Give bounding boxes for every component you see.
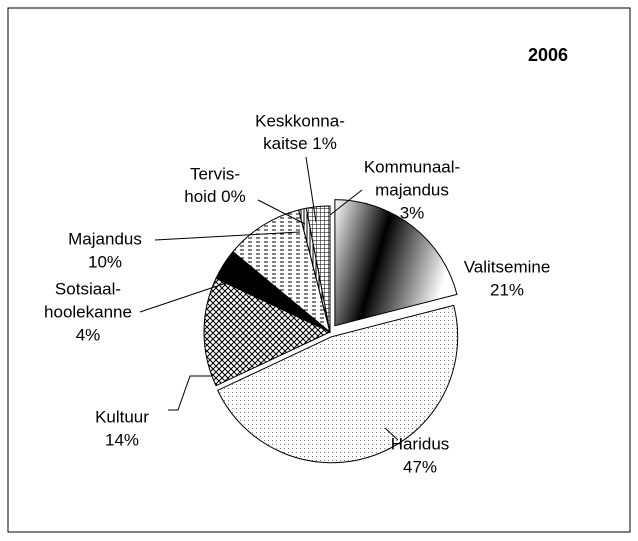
category-label: hoolekanne bbox=[44, 302, 132, 321]
category-label: Haridus bbox=[391, 434, 450, 453]
leader-line bbox=[305, 156, 317, 223]
category-label: majandus bbox=[375, 180, 449, 199]
leader-line bbox=[154, 231, 301, 241]
chart-title: 2006 bbox=[528, 45, 568, 65]
pie-slice bbox=[203, 277, 332, 387]
leader-line bbox=[139, 274, 251, 313]
category-label: kaitse bbox=[263, 134, 307, 153]
category-label: Majandus bbox=[68, 229, 142, 248]
value-label: 21% bbox=[490, 280, 524, 299]
pie-slice bbox=[305, 205, 331, 333]
category-label: Kultuur bbox=[95, 407, 149, 426]
leader-line bbox=[168, 375, 212, 411]
leader-line bbox=[257, 199, 306, 225]
value-label: 14% bbox=[105, 430, 139, 449]
leader-line bbox=[384, 427, 399, 441]
pie-slice bbox=[334, 199, 458, 327]
value-label: 3% bbox=[400, 203, 425, 222]
pie-slice bbox=[217, 304, 459, 464]
slice-label: hoid 0% bbox=[184, 187, 245, 206]
category-label: Sotsiaal- bbox=[55, 279, 121, 298]
value-label: 10% bbox=[88, 252, 122, 271]
category-label: Kommunaal- bbox=[364, 157, 460, 176]
category-label: Valitsemine bbox=[464, 257, 551, 276]
value-label: 1% bbox=[312, 134, 337, 153]
category-label: Keskkonna- bbox=[255, 111, 345, 130]
value-label: 0% bbox=[221, 187, 246, 206]
pie-slice bbox=[232, 209, 331, 334]
category-label: hoid bbox=[184, 187, 216, 206]
leader-line bbox=[329, 189, 363, 216]
value-label: 4% bbox=[76, 325, 101, 344]
value-label: 47% bbox=[403, 457, 437, 476]
category-label: Tervis- bbox=[190, 164, 240, 183]
slice-label: kaitse 1% bbox=[263, 134, 337, 153]
